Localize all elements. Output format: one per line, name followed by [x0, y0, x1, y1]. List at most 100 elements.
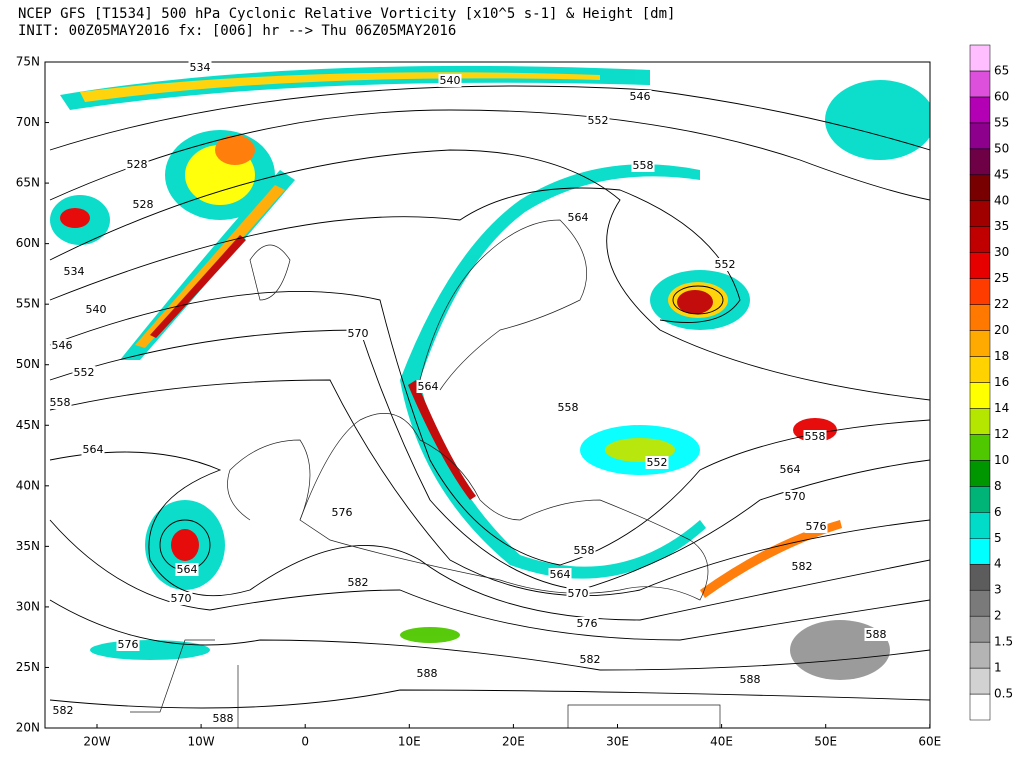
contour-label-bg	[416, 380, 440, 393]
colorbar-box	[969, 563, 991, 591]
latitude-label: 65N	[16, 176, 40, 190]
contour-label-bg	[84, 303, 108, 316]
latitude-label: 70N	[16, 115, 40, 129]
contour-label-bg	[783, 490, 807, 503]
contour-label: 564	[177, 563, 198, 576]
contour-label: 564	[83, 443, 104, 456]
map-area	[45, 62, 930, 728]
colorbar-box	[969, 252, 991, 279]
contour-label-bg	[575, 617, 599, 630]
contour-label-bg	[713, 258, 737, 271]
contour-label-bg	[566, 587, 590, 600]
colorbar-label: 45	[994, 167, 1009, 181]
colorbar-label: 18	[994, 349, 1009, 363]
contour-label: 576	[332, 506, 353, 519]
colorbar-label: 1	[994, 661, 1002, 675]
contour-label: 570	[785, 490, 806, 503]
contour-label-bg	[125, 158, 149, 171]
contour-label: 540	[440, 74, 461, 87]
colorbar-box	[969, 200, 991, 227]
colorbar-box	[969, 44, 991, 72]
contour-label-bg	[572, 544, 596, 557]
colorbar-label: 6	[994, 505, 1002, 519]
colorbar-box	[969, 96, 991, 124]
longitude-label: 20W	[83, 735, 110, 749]
contour-label: 552	[647, 456, 668, 469]
contour-label: 534	[64, 265, 85, 278]
contour-label: 528	[133, 198, 154, 211]
contour-label: 570	[568, 587, 589, 600]
contour-label-bg	[803, 430, 827, 443]
contour-label-bg	[48, 396, 72, 409]
map-frame	[44, 61, 931, 729]
colorbar-label: 50	[994, 141, 1009, 155]
colorbar-label: 25	[994, 271, 1009, 285]
contour-label-bg	[548, 568, 572, 581]
colorbar: 0.511.5234568101214161820222530354045505…	[969, 44, 1013, 721]
contour-label: 582	[348, 576, 369, 589]
contour-label-bg	[169, 592, 193, 605]
colorbar-box	[969, 226, 991, 253]
colorbar-box	[969, 382, 991, 409]
contour-label-bg	[188, 61, 212, 74]
colorbar-box	[969, 304, 991, 331]
colorbar-label: 5	[994, 531, 1002, 545]
contour-label: 564	[550, 568, 571, 581]
contour-label-bg	[778, 463, 802, 476]
colorbar-box	[969, 408, 991, 435]
contour-label-bg	[628, 90, 652, 103]
contour-label: 546	[52, 339, 73, 352]
latitude-label: 30N	[16, 599, 40, 613]
contour-label: 546	[630, 90, 651, 103]
title-line: NCEP GFS [T1534] 500 hPa Cyclonic Relati…	[18, 6, 675, 22]
contour-label: 582	[53, 704, 74, 717]
contour-label-bg	[631, 159, 655, 172]
contour-label: 576	[577, 617, 598, 630]
colorbar-box	[969, 641, 991, 669]
longitude-label: 10W	[188, 735, 215, 749]
contour-label: 528	[127, 158, 148, 171]
contour-label-bg	[556, 401, 580, 414]
contour-label-bg	[51, 704, 75, 717]
contour-label: 588	[866, 628, 887, 641]
contour-label: 576	[118, 638, 139, 651]
contour-label: 558	[805, 430, 826, 443]
colorbar-box	[969, 330, 991, 357]
contour-label-bg	[175, 563, 199, 576]
latitude-label: 60N	[16, 236, 40, 250]
colorbar-box	[969, 278, 991, 305]
contour-label: 570	[348, 327, 369, 340]
contour-label-bg	[330, 506, 354, 519]
contour-label: 558	[574, 544, 595, 557]
contour-label-bg	[211, 712, 235, 725]
init-line: INIT: 00Z05MAY2016 fx: [006] hr --> Thu …	[18, 23, 456, 39]
contour-label: 588	[417, 667, 438, 680]
contour-label: 534	[190, 61, 211, 74]
colorbar-box	[969, 486, 991, 513]
colorbar-label: 3	[994, 583, 1002, 597]
longitude-label: 30E	[606, 735, 629, 749]
colorbar-box	[969, 693, 991, 721]
colorbar-label: 2	[994, 609, 1002, 623]
contour-label-bg	[586, 114, 610, 127]
contour-label-bg	[131, 198, 155, 211]
contour-label-bg	[566, 211, 590, 224]
contour-label: 564	[568, 211, 589, 224]
colorbar-label: 10	[994, 453, 1009, 467]
contour-label: 558	[633, 159, 654, 172]
colorbar-label: 35	[994, 219, 1009, 233]
contour-label-bg	[864, 628, 888, 641]
colorbar-label: 12	[994, 427, 1009, 441]
longitude-label: 40E	[710, 735, 733, 749]
contour-label: 576	[806, 520, 827, 533]
contour-label-bg	[50, 339, 74, 352]
contour-label: 552	[588, 114, 609, 127]
colorbar-label: 40	[994, 193, 1009, 207]
longitude-label: 20E	[502, 735, 525, 749]
colorbar-label: 20	[994, 323, 1009, 337]
colorbar-label: 4	[994, 557, 1002, 571]
contour-label-bg	[645, 456, 669, 469]
contour-label-bg	[72, 366, 96, 379]
colorbar-box	[969, 70, 991, 98]
colorbar-box	[969, 434, 991, 461]
